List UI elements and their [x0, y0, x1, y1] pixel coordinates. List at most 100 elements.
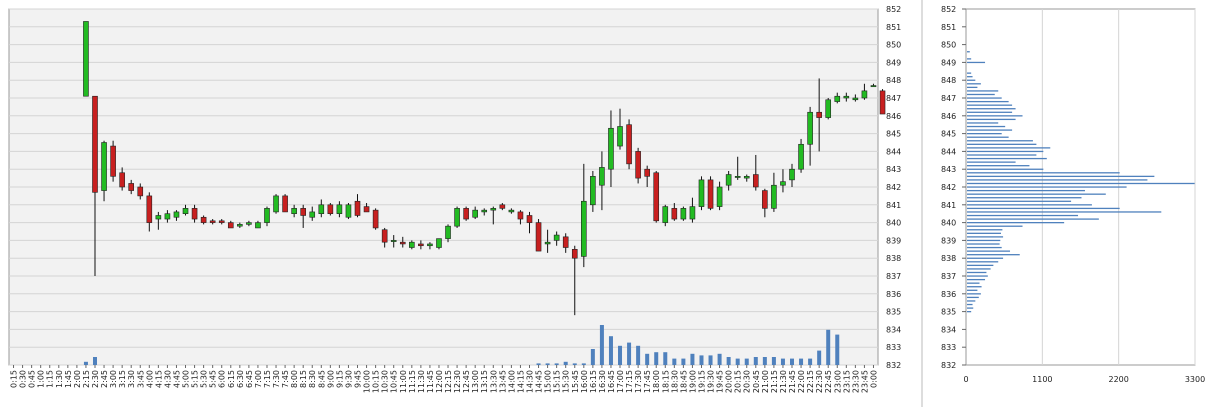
- profile-bar: [967, 172, 1120, 174]
- candle-up: [264, 208, 270, 223]
- candle-down: [463, 208, 469, 220]
- candle-down: [517, 211, 524, 220]
- candle-up: [155, 215, 162, 220]
- candle-down: [300, 208, 306, 216]
- candle-down: [644, 168, 650, 177]
- candle-up: [861, 90, 868, 99]
- profile-y-tick-label: 839: [941, 236, 956, 245]
- candle-up: [590, 176, 596, 206]
- profile-bar: [967, 147, 1051, 149]
- profile-bar: [967, 211, 1162, 213]
- candle-up: [852, 97, 859, 101]
- x-tick-label: 7:15: [263, 370, 272, 388]
- candle-down: [218, 220, 225, 223]
- profile-y-tick-label: 835: [941, 308, 956, 317]
- volume-bar: [83, 361, 88, 365]
- profile-bar: [967, 200, 1072, 202]
- profile-bar: [967, 307, 974, 309]
- x-tick-label: 8:45: [317, 370, 326, 388]
- x-tick-label: 14:00: [507, 370, 516, 393]
- candle-up: [255, 222, 261, 229]
- volume-bar: [536, 363, 541, 365]
- x-tick-label: 15:00: [544, 370, 553, 393]
- x-tick-label: 17:30: [634, 370, 643, 393]
- profile-bar: [967, 197, 1082, 199]
- candle-up: [472, 209, 478, 218]
- candle-down: [137, 186, 144, 197]
- x-tick-label: 22:15: [806, 370, 815, 393]
- candle-up: [246, 222, 252, 225]
- profile-y-tick-label: 836: [941, 290, 956, 299]
- profile-bar: [967, 58, 972, 60]
- candle-down: [562, 236, 569, 248]
- volume-bar: [654, 352, 659, 365]
- candle-up: [291, 208, 297, 215]
- volume-bar: [572, 363, 577, 365]
- x-tick-label: 16:00: [580, 370, 589, 393]
- candle-down: [381, 229, 388, 243]
- x-tick-label: 21:00: [761, 370, 770, 393]
- profile-bar: [967, 168, 1044, 170]
- x-tick-label: 2:30: [91, 370, 100, 388]
- profile-bar: [967, 100, 1009, 103]
- candle-up: [771, 184, 777, 209]
- x-tick-label: 7:30: [272, 370, 281, 388]
- profile-bar: [967, 236, 1004, 238]
- profile-bar: [967, 154, 1037, 156]
- x-tick-label: 21:30: [779, 370, 788, 393]
- candle-up: [182, 208, 189, 215]
- candle-up: [662, 206, 669, 223]
- profile-y-tick-label: 849: [941, 58, 956, 67]
- x-tick-label: 1:00: [37, 370, 46, 388]
- x-tick-label: 20:45: [752, 370, 761, 393]
- profile-y-tick-label: 844: [941, 147, 956, 156]
- profile-bar: [967, 97, 1002, 99]
- profile-y-tick-label: 852: [941, 5, 956, 14]
- x-tick-label: 9:00: [326, 370, 335, 388]
- y-tick-label: 838: [886, 254, 901, 263]
- x-tick-label: 10:00: [363, 370, 372, 393]
- profile-bar: [967, 118, 1016, 121]
- profile-bar: [967, 161, 1016, 163]
- x-tick-label: 12:15: [444, 370, 453, 393]
- y-tick-label: 846: [886, 112, 901, 121]
- x-tick-label: 19:45: [716, 370, 725, 393]
- candle-down: [752, 174, 759, 188]
- x-tick-label: 11:15: [408, 370, 417, 393]
- candle-down: [526, 215, 533, 223]
- x-tick-label: 3:00: [109, 370, 118, 388]
- x-tick-label: 19:00: [688, 370, 697, 393]
- x-tick-label: 13:15: [480, 370, 489, 393]
- profile-bar: [967, 86, 978, 89]
- x-tick-label: 2:00: [73, 370, 82, 388]
- profile-bar: [967, 311, 972, 313]
- profile-y-tick-label: 841: [941, 201, 956, 210]
- volume-bar: [835, 334, 840, 365]
- y-tick-label: 845: [886, 130, 901, 139]
- volume-bar: [554, 363, 559, 365]
- candle-down: [146, 195, 153, 223]
- x-tick-label: 1:45: [64, 370, 73, 388]
- x-tick-label: 19:15: [697, 370, 706, 393]
- x-tick-label: 14:15: [516, 370, 525, 393]
- volume-bar: [717, 353, 722, 365]
- profile-bar: [967, 261, 999, 263]
- x-tick-label: 0:30: [19, 370, 28, 388]
- candle-up: [318, 204, 325, 215]
- candle-down: [282, 195, 288, 213]
- x-tick-label: 13:00: [471, 370, 480, 393]
- candle-down: [707, 179, 714, 209]
- candle-up: [427, 243, 433, 247]
- profile-y-tick-label: 838: [941, 254, 956, 263]
- volume-bar: [645, 353, 650, 365]
- profile-bar: [967, 225, 1023, 227]
- x-tick-label: 5:00: [182, 370, 191, 388]
- x-tick-label: 22:30: [815, 370, 824, 393]
- profile-x-tick-label: 1100: [1032, 375, 1052, 384]
- candle-down: [671, 208, 678, 220]
- profile-bar: [967, 108, 1016, 110]
- x-tick-label: 2:45: [100, 370, 109, 388]
- profile-bar: [967, 136, 1009, 138]
- x-tick-label: 22:00: [797, 370, 806, 393]
- x-tick-label: 3:30: [127, 370, 136, 388]
